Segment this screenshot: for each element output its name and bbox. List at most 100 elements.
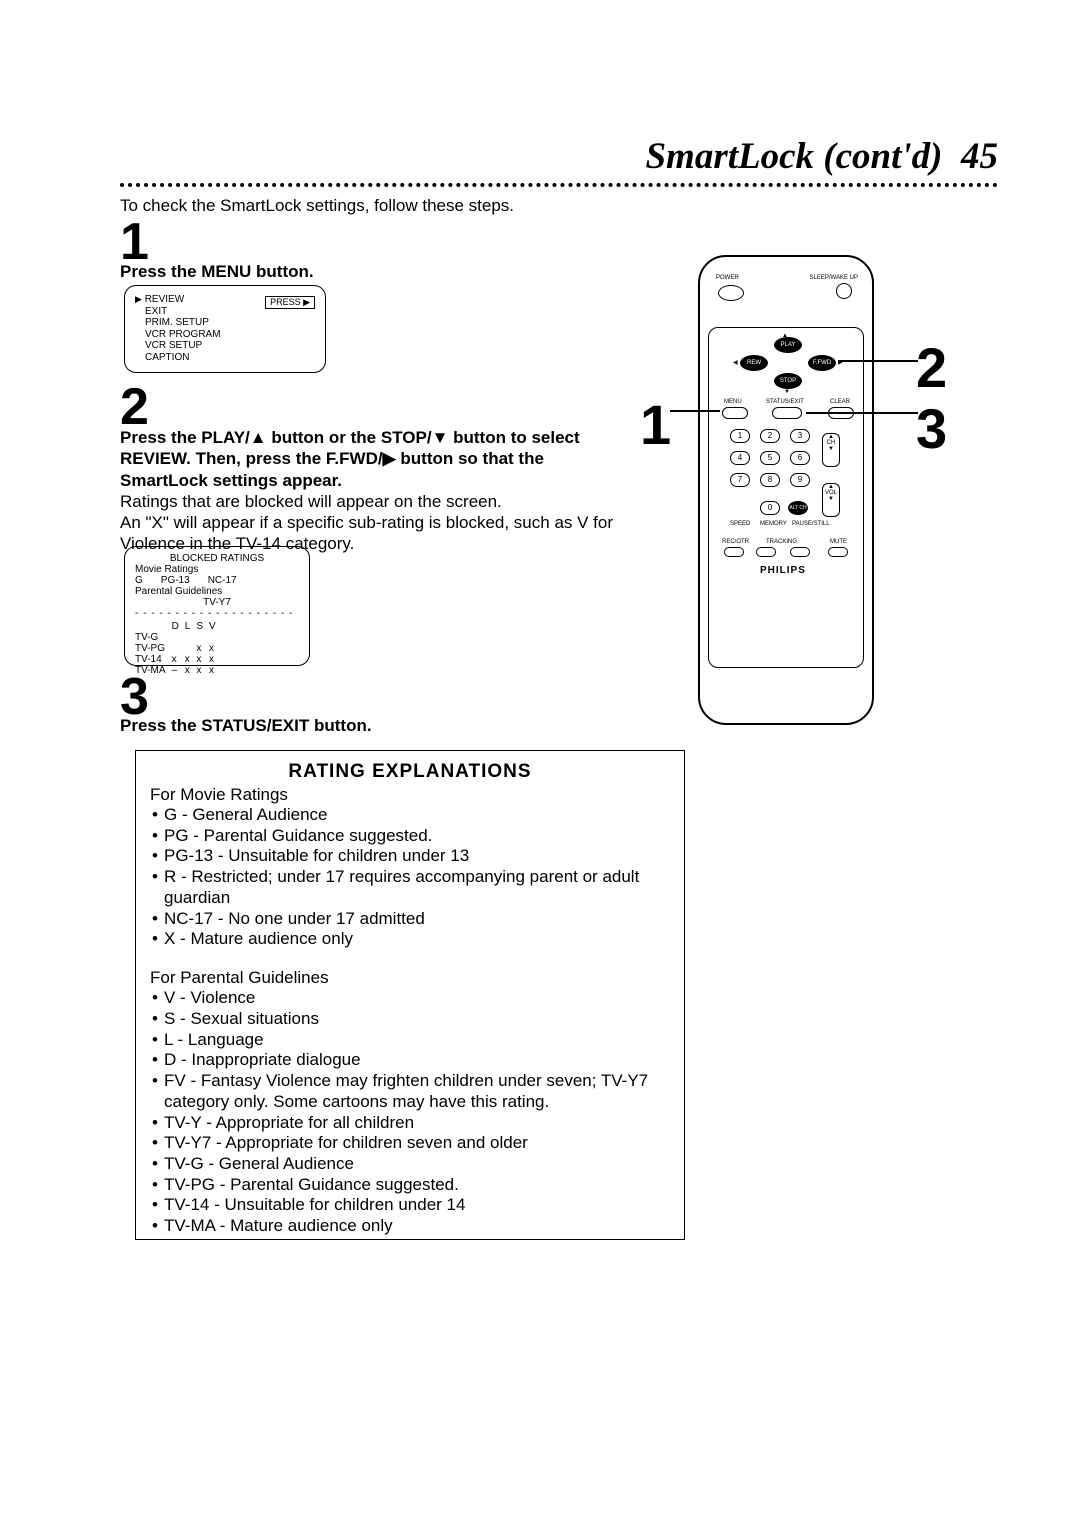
key-9[interactable]: 9 [790,473,810,487]
memory-label: MEMORY [760,521,787,527]
key-8[interactable]: 8 [760,473,780,487]
callout-3: 3 [916,396,947,461]
menu-label: MENU [724,399,742,405]
step2-part: REVIEW. Then, press the F.FWD/ [120,449,383,468]
grid-row: TV-14 x x x x [135,654,222,665]
list-item: NC-17 - No one under 17 admitted [152,909,670,930]
sleep-label: SLEEP/WAKE UP [810,275,858,281]
list-item: G - General Audience [152,805,670,826]
callout-2-line [838,360,918,362]
step2-part: SmartLock settings appear. [120,471,342,490]
sleep-button[interactable] [836,283,852,299]
power-button[interactable] [718,285,744,301]
cell: x [196,643,209,654]
key-0[interactable]: 0 [760,501,780,515]
cell [185,643,197,654]
status-label: STATUS/EXIT [766,399,804,405]
step2-part: button so that the [396,449,544,468]
cell [209,632,222,643]
menu-pointer-icon: ▶ [135,294,142,304]
movie-col: G [135,575,143,586]
cell: x [209,643,222,654]
status-exit-button[interactable] [772,407,802,419]
list-item: R - Restricted; under 17 requires accomp… [152,867,670,908]
down-arrow-icon: ▼ [432,428,449,447]
key-1[interactable]: 1 [730,429,750,443]
altch-button[interactable]: ALT CH [788,501,808,515]
key-3[interactable]: 3 [790,429,810,443]
down-icon: ▼ [784,389,790,395]
blocked-ratings-box: BLOCKED RATINGS Movie Ratings G PG-13 NC… [124,546,310,666]
brand-logo: PHILIPS [760,565,806,576]
list-item: TV-Y - Appropriate for all children [152,1113,670,1134]
list-item: FV - Fantasy Violence may frighten child… [152,1071,670,1112]
cell: D [172,621,185,632]
list-item: S - Sexual situations [152,1009,670,1030]
list-item: PG-13 - Unsuitable for children under 13 [152,846,670,867]
cell: L [185,621,197,632]
grid-row: TV-G [135,632,222,643]
tvy7-label: TV-Y7 [135,597,299,608]
menu-item: VCR PROGRAM [135,329,315,341]
remote-illustration: POWER SLEEP/WAKE UP PLAY ▲ REW ◀ F.FWD ▶… [698,255,874,725]
page-number: 45 [961,136,998,177]
play-button[interactable]: PLAY [774,337,802,353]
key-7[interactable]: 7 [730,473,750,487]
stop-button[interactable]: STOP [774,373,802,389]
cell: x [209,654,222,665]
power-label: POWER [716,275,739,281]
rating-explanations-box: RATING EXPLANATIONS For Movie Ratings G … [135,750,685,1240]
menu-button[interactable] [722,407,748,419]
menu-item: VCR SETUP [135,340,315,352]
mute-button[interactable] [828,547,848,557]
intro-text: To check the SmartLock settings, follow … [120,196,514,216]
list-item: TV-MA - Mature audience only [152,1216,670,1237]
menu-screen-box: PRESS ▶ ▶ REVIEW EXIT PRIM. SETUP VCR PR… [124,285,326,373]
step-1-number: 1 [120,216,149,268]
press-indicator: PRESS ▶ [265,296,315,309]
list-item: TV-PG - Parental Guidance suggested. [152,1175,670,1196]
cell: V [209,621,222,632]
cell: x [185,665,197,676]
list-item: L - Language [152,1030,670,1051]
vol-rocker[interactable]: ▲ VOL ▼ [822,483,840,517]
right-arrow-icon: ▶ [383,449,396,468]
key-6[interactable]: 6 [790,451,810,465]
explanations-title: RATING EXPLANATIONS [150,761,670,783]
page-title: SmartLock (cont'd) 45 [645,135,998,178]
parental-label: Parental Guidelines [135,586,299,597]
menu-item: REVIEW [145,294,184,305]
key-4[interactable]: 4 [730,451,750,465]
clear-label: CLEAR [830,399,850,405]
list-item: D - Inappropriate dialogue [152,1050,670,1071]
rew-button[interactable]: REW [740,355,768,371]
list-item: TV-14 - Unsuitable for children under 14 [152,1195,670,1216]
cell [135,621,172,632]
step-2-number: 2 [120,381,149,433]
cell [172,632,185,643]
title-text: SmartLock (cont'd) [645,136,942,177]
grid-row: TV-PG x x [135,643,222,654]
key-5[interactable]: 5 [760,451,780,465]
key-2[interactable]: 2 [760,429,780,443]
cell: x [209,665,222,676]
left-icon: ◀ [733,359,738,366]
cell: S [196,621,209,632]
tracking-down-button[interactable] [756,547,776,557]
recotr-button[interactable] [724,547,744,557]
ch-rocker[interactable]: ▲ CH ▼ [822,433,840,467]
tracking-up-button[interactable] [790,547,810,557]
dotted-divider [120,183,998,189]
step2-part: Press the PLAY/ [120,428,250,447]
step2-body: Ratings that are blocked will appear on … [120,492,502,511]
cell: x [196,665,209,676]
cell [185,632,197,643]
parental-header: For Parental Guidelines [150,968,670,988]
tracking-label: TRACKING [766,539,797,545]
callout-2: 2 [916,335,947,400]
ffwd-button[interactable]: F.FWD [808,355,836,371]
movie-ratings-label: Movie Ratings [135,564,299,575]
list-item: PG - Parental Guidance suggested. [152,826,670,847]
recotr-label: REC/OTR [722,539,749,545]
speed-label: SPEED [730,521,750,527]
